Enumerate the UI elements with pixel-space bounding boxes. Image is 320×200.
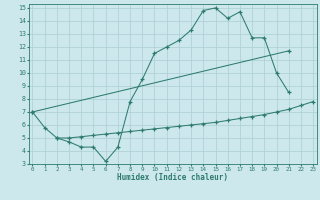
X-axis label: Humidex (Indice chaleur): Humidex (Indice chaleur) [117,173,228,182]
